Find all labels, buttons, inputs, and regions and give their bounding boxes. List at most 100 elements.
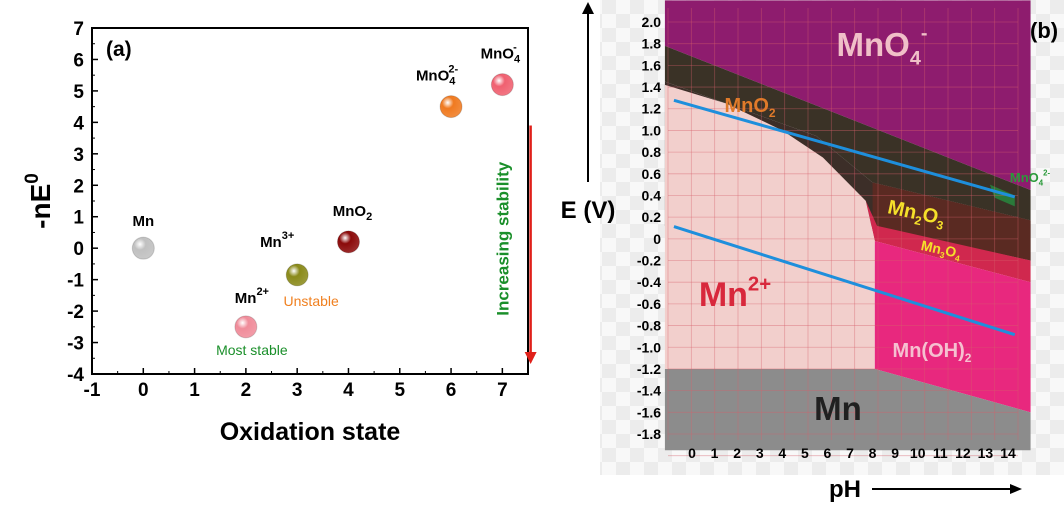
- x-axis-label: pH: [829, 476, 861, 503]
- x-tick-label: -1: [84, 380, 101, 401]
- data-point: [234, 315, 258, 339]
- x-tick-label: 5: [801, 445, 809, 461]
- x-tick-label: 10: [910, 445, 926, 461]
- x-tick-label: 6: [824, 445, 832, 461]
- y-tick-label: -0.8: [637, 318, 661, 334]
- y-tick-label: 0.6: [642, 166, 662, 182]
- x-axis-label: Oxidation state: [220, 418, 401, 446]
- y-tick-label: 2: [73, 176, 84, 197]
- y-tick-label: 1: [73, 208, 84, 229]
- x-tick-label: 0: [688, 445, 696, 461]
- region-mno4-2minus: [989, 184, 1015, 207]
- y-tick-label: -1.0: [637, 339, 661, 355]
- region-label: MnO2: [724, 95, 775, 120]
- y-tick-label: 5: [73, 82, 84, 103]
- plot-frame: [91, 27, 529, 375]
- x-tick-label: 4: [343, 380, 354, 401]
- region-mno4: [664, 0, 1031, 191]
- y-tick-label: -2: [67, 302, 84, 323]
- region-mnoh2: [874, 241, 1031, 413]
- stability-annotation: Increasing stability: [494, 161, 513, 316]
- region-label: MnO42-: [1010, 169, 1051, 188]
- x-tick-label: 12: [955, 445, 971, 461]
- region-mn: [664, 368, 1031, 451]
- y-tick-label: -0.4: [637, 274, 661, 290]
- data-point: [490, 73, 514, 97]
- point-label: Mn3+: [260, 230, 294, 251]
- data-point: [285, 263, 309, 287]
- data-point: [336, 230, 360, 254]
- x-tick-label: 8: [869, 445, 877, 461]
- data-point: [439, 95, 463, 119]
- x-tick-label: 1: [711, 445, 719, 461]
- chart-panel-b: MnO4-MnO2Mn2O3Mn3O4Mn2+Mn(OH)2MnMnO42-2.…: [561, 0, 1064, 503]
- x-tick-label: 7: [846, 445, 854, 461]
- x-tick-label: 3: [292, 380, 303, 401]
- y-tick-label: 0.4: [642, 187, 662, 203]
- water-line: [673, 98, 1016, 199]
- x-tick-label: 1: [189, 380, 200, 401]
- x-tick-label: 2: [733, 445, 741, 461]
- panel-label-a: (a): [106, 38, 132, 61]
- y-tick-label: 4: [73, 113, 84, 134]
- x-tick-label: 11: [933, 445, 948, 461]
- chart-panel-a: -1 0 1 2 3 4 5 6 7 -4 -3 -2 -1 0 1 2 3 4 5 6 7 Oxidation stat…: [22, 19, 537, 446]
- y-tick-label: 0.2: [642, 209, 662, 225]
- y-tick-label: -0.2: [637, 253, 661, 269]
- y-tick-label: 3: [73, 145, 84, 166]
- y-tick-label: -1.2: [637, 361, 661, 377]
- y-tick-label: 2.0: [642, 14, 662, 30]
- x-tick-label: 0: [138, 380, 149, 401]
- y-tick-label: -1.4: [637, 383, 661, 399]
- y-tick-label: 0: [653, 231, 661, 247]
- point-label: MnO42-: [416, 64, 459, 88]
- x-tick-label: 6: [446, 380, 457, 401]
- region-label: Mn2+: [699, 274, 771, 314]
- panel-label-b: (b): [1030, 18, 1058, 43]
- y-tick-label: -0.6: [637, 296, 661, 312]
- y-axis-label: E (V): [561, 197, 616, 224]
- y-tick-label: 1.6: [642, 57, 662, 73]
- region-label: Mn(OH)2: [893, 340, 972, 365]
- x-tick-label: 5: [394, 380, 405, 401]
- point-note: Unstable: [284, 293, 339, 309]
- x-tick-label: 14: [1000, 445, 1016, 461]
- x-tick-label: 9: [891, 445, 899, 461]
- y-axis-label: -nE0: [22, 173, 56, 229]
- y-tick-label: 1.8: [642, 36, 662, 52]
- y-tick-label: 6: [73, 50, 84, 71]
- point-label: MnO2: [333, 203, 372, 223]
- y-tick-label: -1: [67, 271, 84, 292]
- x-axis-arrowhead: [1010, 484, 1022, 494]
- y-tick-label: 1.0: [642, 122, 662, 138]
- y-tick-label: 7: [73, 19, 84, 40]
- region-mn2plus: [664, 84, 875, 369]
- stability-arrowhead: [524, 351, 537, 364]
- x-tick-label: 2: [241, 380, 252, 401]
- point-note: Most stable: [216, 342, 288, 358]
- x-tick-label: 7: [497, 380, 508, 401]
- y-tick-label: 0: [73, 239, 84, 260]
- y-tick-label: -4: [67, 365, 84, 386]
- x-tick-label: 13: [978, 445, 994, 461]
- region-mn3o4: [865, 200, 1031, 283]
- region-label: Mn3O4: [919, 237, 963, 264]
- y-tick-label: 1.2: [642, 101, 662, 117]
- region-label: MnO4-: [837, 23, 928, 70]
- y-tick-label: 0.8: [642, 144, 662, 160]
- region-mn2o3: [872, 182, 1031, 261]
- x-tick-label: 3: [756, 445, 764, 461]
- y-axis-arrowhead: [582, 2, 594, 14]
- x-tick-label: 4: [778, 445, 786, 461]
- point-label: Mn2+: [235, 286, 269, 307]
- point-label: Mn: [132, 213, 154, 230]
- point-label: MnO4-: [481, 42, 521, 66]
- y-tick-label: 1.4: [642, 79, 662, 95]
- water-line: [673, 225, 1016, 337]
- y-tick-label: -1.6: [637, 404, 661, 420]
- data-point: [131, 236, 155, 260]
- region-label: Mn: [814, 390, 862, 427]
- y-tick-label: -1.8: [637, 426, 661, 442]
- y-tick-label: -3: [67, 334, 84, 355]
